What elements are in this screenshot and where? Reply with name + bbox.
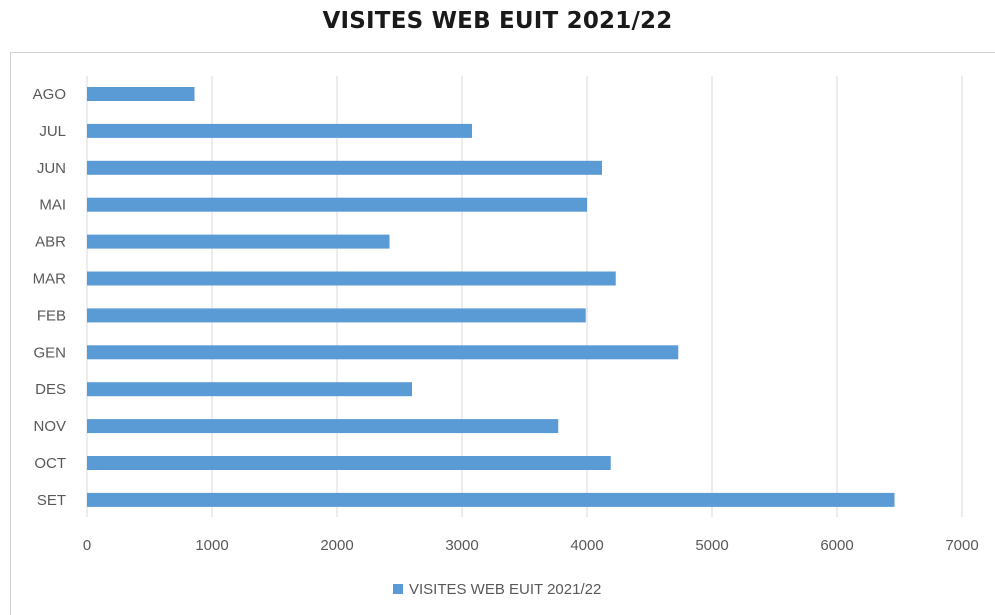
legend-swatch [393, 584, 403, 594]
bar-des [87, 382, 412, 397]
bar-feb [87, 308, 586, 323]
bar-jul [87, 123, 472, 138]
category-label-gen: GEN [33, 344, 66, 361]
gridlines [86, 76, 963, 517]
bar-mai [87, 197, 587, 212]
bar-ago [87, 87, 195, 101]
x-tick-label: 0 [83, 537, 91, 554]
category-label-des: DES [35, 381, 66, 398]
x-tick-label: 2000 [320, 537, 353, 554]
bar-abr [87, 234, 390, 249]
x-tick-label: 1000 [195, 537, 228, 554]
category-label-nov: NOV [33, 418, 66, 435]
category-label-set: SET [37, 492, 66, 509]
category-label-mar: MAR [33, 271, 67, 288]
bar-mar [87, 271, 616, 286]
category-labels: SET OCT NOV DES GEN FEB MAR ABR MAI JUN JUL AGO [33, 86, 67, 509]
chart-area-border [10, 52, 995, 615]
chart-title: VISITES WEB EUIT 2021/22 [322, 8, 673, 34]
category-label-jul: JUL [39, 123, 66, 140]
x-tick-label: 7000 [945, 537, 978, 554]
bar-oct [87, 456, 611, 470]
category-label-oct: OCT [34, 455, 66, 472]
bar-set [87, 492, 895, 507]
category-label-mai: MAI [39, 197, 66, 214]
x-tick-label: 5000 [695, 537, 728, 554]
category-label-jun: JUN [37, 160, 66, 177]
bar-gen [87, 345, 679, 360]
x-tick-label: 4000 [570, 537, 603, 554]
legend: VISITES WEB EUIT 2021/22 [393, 581, 601, 598]
category-label-feb: FEB [37, 307, 66, 324]
legend-label: VISITES WEB EUIT 2021/22 [409, 581, 601, 598]
category-label-ago: AGO [33, 86, 66, 103]
x-tick-label: 6000 [820, 537, 853, 554]
category-label-abr: ABR [35, 234, 66, 251]
bars [87, 87, 895, 507]
x-tick-labels: 0 1000 2000 3000 4000 5000 6000 7000 [83, 537, 979, 554]
bar-nov [87, 419, 559, 434]
bar-jun [87, 160, 602, 175]
x-tick-label: 3000 [445, 537, 478, 554]
